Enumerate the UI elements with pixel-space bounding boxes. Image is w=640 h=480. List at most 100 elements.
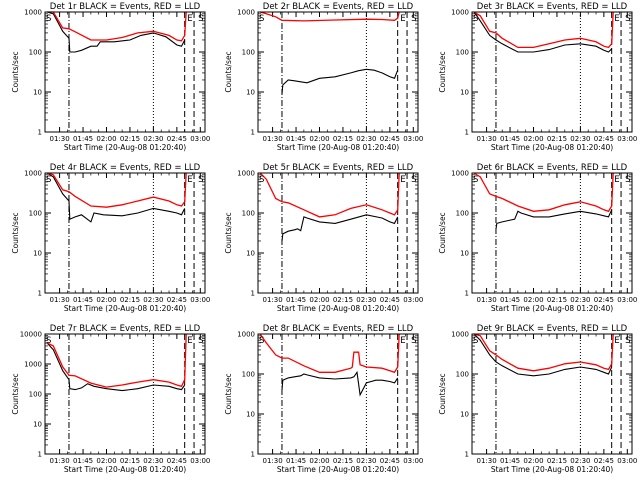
x-axis-label: Start Time (20-Aug-08 01:20:40) [64, 304, 186, 313]
marker-label-e: E [614, 175, 619, 185]
x-tick-label: 02:45 [380, 457, 400, 465]
x-tick-label: 01:45 [73, 457, 93, 465]
series-events [46, 342, 186, 392]
series-events [281, 68, 399, 94]
marker-label-e: E [400, 336, 405, 346]
x-axis-label: Start Time (20-Aug-08 01:20:40) [277, 304, 399, 313]
x-tick-label: 02:30 [356, 135, 376, 143]
x-axis-label: Start Time (20-Aug-08 01:20:40) [491, 143, 613, 152]
marker-label-s: S [198, 336, 203, 346]
marker-label-e: E [614, 14, 619, 24]
marker-label-e: E [187, 14, 192, 24]
chart-panel-4: Det 4r BLACK = Events, RED = LLD 1 10 100 10… [11, 163, 210, 313]
x-tick-label: 02:45 [594, 135, 614, 143]
x-tick-label: 02:45 [380, 135, 400, 143]
x-tick-label: 01:45 [73, 135, 93, 143]
plot-frame [44, 333, 206, 455]
x-tick-label: 02:15 [333, 296, 353, 304]
plot-frame [44, 172, 206, 294]
y-tick-label: 1000 [451, 170, 469, 178]
chart-panel-7: Det 7r BLACK = Events, RED = LLD 1 10 100 10… [11, 324, 210, 474]
chart-title: Det 9r BLACK = Events, RED = LLD [477, 324, 628, 334]
x-tick-label: 01:30 [262, 296, 282, 304]
series-lld [259, 333, 400, 374]
plot-frame [471, 333, 633, 455]
x-tick-label: 02:30 [356, 296, 376, 304]
marker-label-s: S [411, 336, 416, 346]
x-tick-label: 02:00 [523, 296, 543, 304]
x-tick-label: 01:45 [286, 296, 306, 304]
x-tick-label: 02:30 [356, 457, 376, 465]
marker-label-s: S [198, 14, 203, 24]
x-tick-label: 01:45 [73, 296, 93, 304]
y-axis-label: Counts/sec [438, 51, 447, 92]
series-events [473, 11, 613, 53]
chart-title: Det 1r BLACK = Events, RED = LLD [50, 2, 201, 12]
marker-label-s: S [411, 14, 416, 24]
x-tick-label: 01:30 [476, 457, 496, 465]
x-tick-label: 02:15 [547, 296, 567, 304]
marker-label-e: E [187, 175, 192, 185]
x-tick-label: 02:45 [167, 457, 187, 465]
plot-frame [471, 11, 633, 133]
marker-label-e: E [614, 336, 619, 346]
y-axis-label: Counts/sec [11, 373, 20, 414]
marker-label-s: S [259, 175, 264, 185]
x-tick-label: 01:30 [476, 135, 496, 143]
chart-title: Det 2r BLACK = Events, RED = LLD [263, 2, 414, 12]
marker-label-s: S [473, 14, 478, 24]
x-tick-label: 02:15 [120, 296, 140, 304]
x-tick-label: 03:00 [403, 296, 423, 304]
series-lld [46, 172, 187, 208]
x-tick-label: 01:30 [476, 296, 496, 304]
x-axis-label: Start Time (20-Aug-08 01:20:40) [277, 465, 399, 474]
marker-label-s: S [46, 14, 51, 24]
marker-label-s: S [259, 336, 264, 346]
x-axis-label: Start Time (20-Aug-08 01:20:40) [64, 465, 186, 474]
y-tick-label: 10 [246, 250, 255, 258]
series-events [281, 214, 399, 242]
series-lld [473, 172, 614, 213]
marker-label-e: E [187, 336, 192, 346]
series-lld [259, 172, 400, 218]
y-tick-label: 100 [242, 210, 255, 218]
series-lld [473, 11, 614, 49]
marker-label-s: S [259, 14, 264, 24]
y-tick-label: 100 [456, 49, 469, 57]
series-lld [46, 333, 187, 388]
y-tick-label: 1 [465, 451, 469, 459]
chart-title: Det 3r BLACK = Events, RED = LLD [477, 2, 628, 12]
marker-label-s: S [473, 336, 478, 346]
y-tick-label: 1 [251, 129, 255, 137]
y-tick-label: 100 [456, 371, 469, 379]
y-tick-label: 10 [33, 89, 42, 97]
x-axis-label: Start Time (20-Aug-08 01:20:40) [64, 143, 186, 152]
x-tick-label: 02:45 [167, 135, 187, 143]
y-tick-label: 1 [251, 290, 255, 298]
y-tick-label: 10 [33, 421, 42, 429]
x-tick-label: 01:45 [500, 135, 520, 143]
y-tick-label: 100 [242, 49, 255, 57]
chart-panel-1: Det 1r BLACK = Events, RED = LLD 1 10 100 10… [11, 2, 210, 152]
y-axis-label: Counts/sec [224, 373, 233, 414]
x-tick-label: 02:15 [120, 457, 140, 465]
marker-label-s: S [46, 175, 51, 185]
y-tick-label: 10 [246, 89, 255, 97]
x-tick-label: 02:15 [547, 457, 567, 465]
marker-label-s: S [625, 175, 630, 185]
series-lld [473, 333, 614, 372]
x-tick-label: 02:30 [143, 135, 163, 143]
x-tick-label: 02:00 [523, 135, 543, 143]
x-tick-label: 02:00 [309, 135, 329, 143]
y-tick-label: 1 [465, 290, 469, 298]
marker-label-e: E [400, 175, 405, 185]
x-axis-label: Start Time (20-Aug-08 01:20:40) [277, 143, 399, 152]
x-tick-label: 02:30 [143, 296, 163, 304]
y-tick-label: 10 [460, 250, 469, 258]
y-axis-label: Counts/sec [438, 373, 447, 414]
x-tick-label: 01:30 [49, 457, 69, 465]
x-tick-label: 02:00 [96, 296, 116, 304]
x-tick-label: 03:00 [403, 135, 423, 143]
x-tick-label: 01:45 [286, 457, 306, 465]
